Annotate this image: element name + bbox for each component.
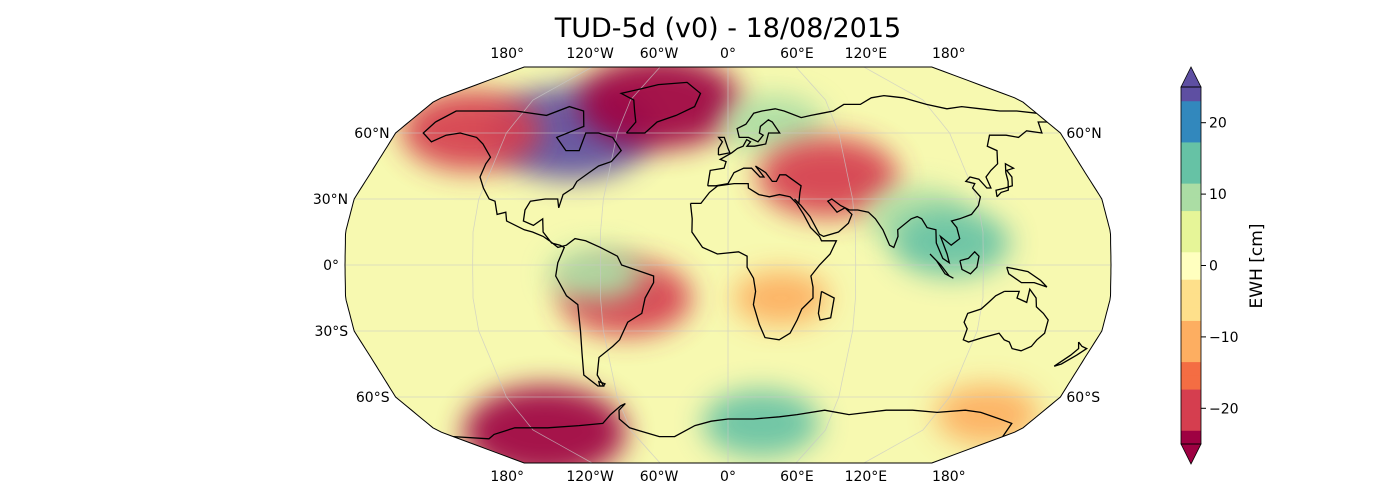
lon-tick-bottom-label: 180°: [932, 469, 966, 485]
coastline: [422, 105, 655, 387]
colorbar-segment: [1181, 251, 1201, 266]
colorbar-segment: [1181, 238, 1201, 253]
colorbar-tick-label: −10: [1209, 330, 1239, 346]
colorbar-segment: [1181, 87, 1201, 102]
colorbar-tick-label: −20: [1209, 401, 1239, 417]
lat-tick-left-label: 0°: [323, 258, 339, 274]
coastline: [717, 136, 731, 156]
colorbar-segment: [1181, 402, 1201, 418]
anomaly-antarctica-amundsen-sea: [463, 385, 627, 463]
lon-tick-bottom-label: 120°W: [566, 469, 614, 485]
lon-tick-top-label: 0°: [720, 46, 736, 62]
colorbar-segment: [1181, 320, 1201, 335]
lon-tick-top-label: 60°W: [640, 46, 679, 62]
anomaly-amazon: [548, 246, 644, 301]
colorbar-segment: [1181, 430, 1201, 445]
colorbar-band: [1180, 66, 1202, 465]
colorbar-segment: [1181, 155, 1201, 170]
colorbar-segment: [1181, 279, 1201, 294]
lon-tick-bottom-label: 120°E: [845, 469, 888, 485]
lon-tick-top-label: 120°E: [845, 46, 888, 62]
coastline: [1006, 266, 1048, 288]
colorbar-ticks: 20 10 0 −10 −20: [1201, 116, 1239, 417]
colorbar-segment: [1181, 128, 1201, 143]
colorbar-tick-label: 20: [1209, 116, 1227, 132]
colorbar-segment: [1181, 224, 1201, 239]
coastlines: [422, 81, 1089, 440]
colorbar-tick-label: 10: [1209, 187, 1227, 203]
coastline: [959, 250, 980, 275]
anomaly-alaska: [401, 90, 542, 171]
coastline: [689, 182, 838, 341]
lon-tick-top-label: 180°: [490, 46, 524, 62]
map-frame: [344, 66, 1112, 464]
lat-tick-left-label: 30°S: [314, 324, 348, 340]
colorbar-segment: [1181, 141, 1201, 157]
coastline: [619, 81, 702, 134]
colorbar-max-arrow: [1180, 66, 1202, 88]
coastline: [597, 380, 606, 387]
anomaly-east-antarctica: [702, 389, 821, 457]
lat-tick-right-label: 60°S: [1066, 390, 1100, 406]
colorbar-segment: [1181, 114, 1201, 129]
colorbar-tick-label: 0: [1209, 259, 1218, 275]
colorbar-segment: [1181, 100, 1201, 115]
colorbar-segment: [1181, 347, 1201, 363]
anomaly-caspian: [757, 137, 898, 217]
colorbar-segment: [1181, 169, 1201, 184]
coastline: [995, 162, 1016, 198]
lat-tick-left-label: 30°N: [313, 192, 348, 208]
longitude-ticks-bottom: 180° 120°W 60°W 0° 60°E 120°E 180°: [490, 469, 965, 485]
colorbar-segment: [1181, 265, 1201, 280]
colorbar-segment: [1181, 183, 1201, 198]
lon-tick-bottom-label: 60°W: [640, 469, 679, 485]
lon-tick-top-label: 120°W: [566, 46, 614, 62]
anomaly-greenland: [577, 67, 741, 149]
colorbar-segment: [1181, 196, 1201, 212]
colorbar-segment: [1181, 361, 1201, 376]
colorbar-segment: [1181, 292, 1201, 308]
latitude-ticks-left: 60°N 30°N 0° 30°S 60°S: [313, 126, 390, 406]
coastline: [453, 403, 1013, 440]
world-map: [344, 66, 1112, 464]
coastline: [707, 121, 1048, 265]
coastline: [707, 94, 1037, 186]
coastline: [962, 287, 1049, 352]
map-title: TUD-5d (v0) - 18/08/2015: [554, 13, 901, 44]
lat-tick-left-label: 60°N: [354, 126, 389, 142]
lon-tick-top-label: 60°E: [780, 46, 814, 62]
lat-tick-left-label: 60°S: [356, 390, 390, 406]
lon-tick-top-label: 180°: [932, 46, 966, 62]
latitude-ticks-right: 60°N 60°S: [1066, 126, 1101, 406]
coastline: [817, 290, 835, 321]
coastline: [929, 253, 954, 279]
lon-tick-bottom-label: 60°E: [780, 469, 814, 485]
anomaly-se-asia: [892, 209, 1011, 277]
coastline: [1053, 341, 1089, 367]
colorbar-label: EWH [cm]: [1247, 224, 1267, 309]
longitude-ticks-top: 180° 120°W 60°W 0° 60°E 120°E 180°: [490, 46, 965, 62]
lon-tick-bottom-label: 0°: [720, 469, 736, 485]
lon-tick-bottom-label: 180°: [490, 469, 524, 485]
colorbar-segment: [1181, 306, 1201, 321]
colorbar-segment: [1181, 375, 1201, 390]
lat-tick-right-label: 60°N: [1066, 126, 1101, 142]
anomaly-southern-africa: [733, 270, 829, 326]
colorbar-segment: [1181, 389, 1201, 404]
colorbar-segment: [1181, 210, 1201, 225]
colorbar-min-arrow: [1180, 443, 1202, 465]
colorbar-segment: [1181, 416, 1201, 431]
colorbar-segment: [1181, 334, 1201, 349]
colorbar: 20 10 0 −10 −20 EWH [cm]: [1180, 66, 1267, 465]
